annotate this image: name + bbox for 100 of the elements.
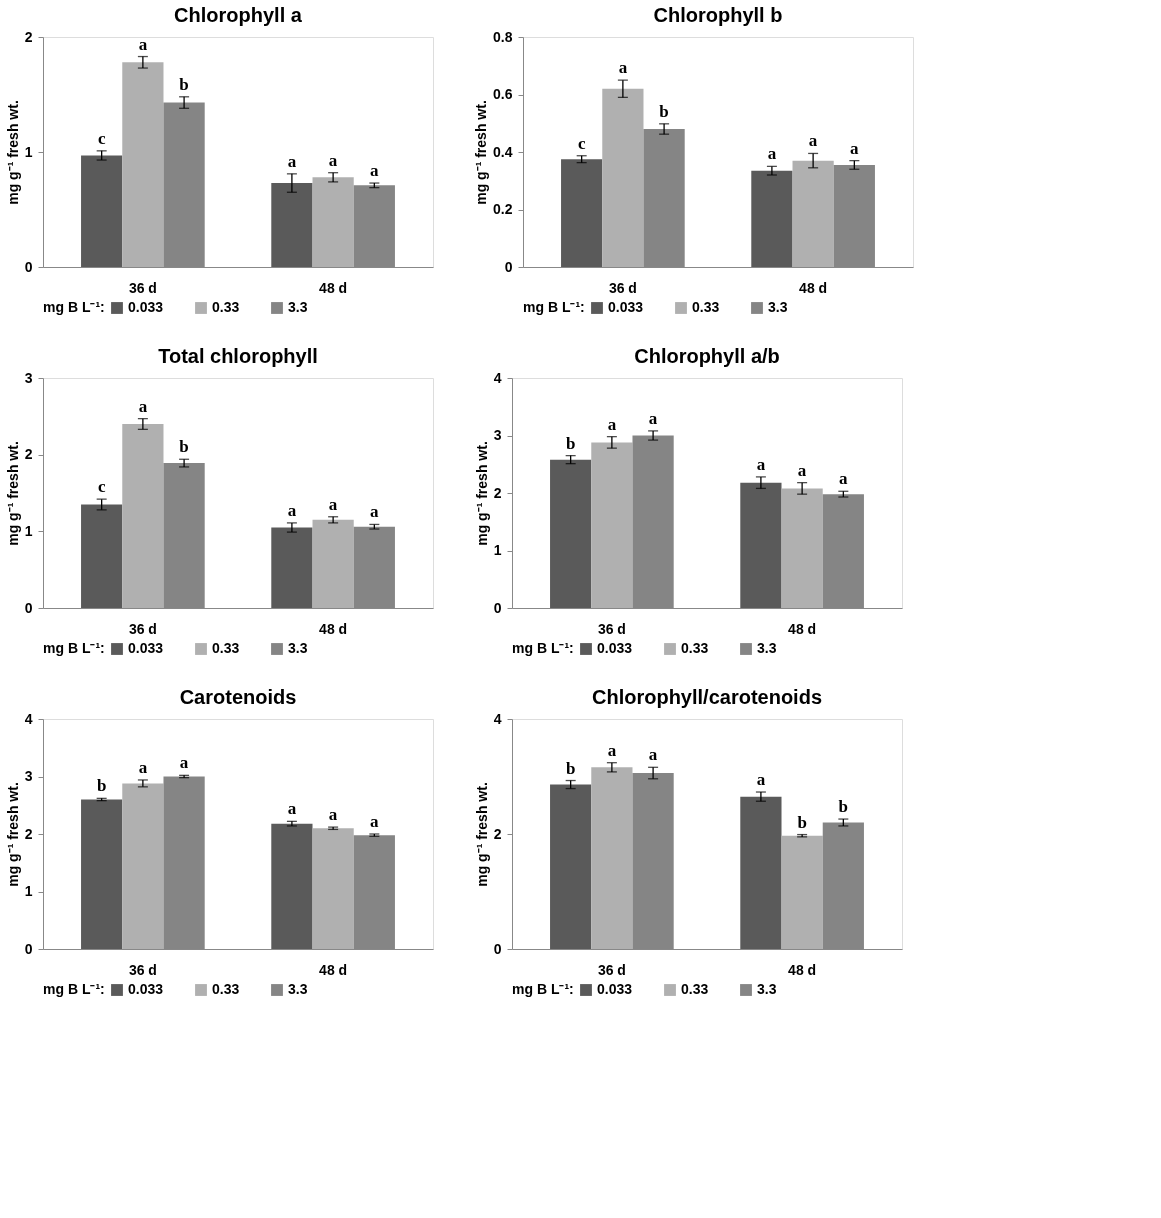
data-label: b bbox=[179, 437, 189, 457]
legend-label: 0.033 bbox=[128, 299, 164, 315]
bar bbox=[550, 784, 592, 949]
y-tick-label: 2 bbox=[24, 446, 33, 463]
bar bbox=[271, 823, 313, 949]
data-label: b bbox=[797, 812, 807, 832]
bar bbox=[792, 160, 834, 267]
y-tick-label: 2 bbox=[493, 484, 502, 501]
y-axis-title: mg g⁻¹ fresh wt. bbox=[473, 782, 490, 887]
chart-title: Chlorophyll/carotenoids bbox=[591, 686, 823, 708]
y-tick-label: 0 bbox=[504, 258, 513, 275]
y-tick-label: 0 bbox=[24, 258, 33, 275]
legend-title: mg B L⁻¹: bbox=[523, 299, 585, 315]
x-tick-label: 48 d bbox=[319, 620, 348, 637]
x-tick-label: 36 d bbox=[597, 961, 626, 978]
y-axis-title: mg g⁻¹ fresh wt. bbox=[473, 100, 490, 205]
bar bbox=[591, 767, 633, 949]
bar bbox=[550, 459, 592, 608]
x-tick-label: 36 d bbox=[597, 620, 626, 637]
legend-label: 0.033 bbox=[128, 640, 164, 656]
chart-title: Total chlorophyll bbox=[158, 345, 318, 367]
legend-label: 3.3 bbox=[288, 640, 308, 656]
data-label: a bbox=[287, 799, 297, 819]
y-tick-label: 3 bbox=[24, 768, 33, 784]
data-label: a bbox=[839, 469, 849, 489]
data-label: a bbox=[138, 757, 148, 777]
legend-label: 0.033 bbox=[597, 640, 633, 656]
data-label: c bbox=[97, 128, 106, 148]
data-label: c bbox=[577, 133, 586, 153]
y-tick-label: 4 bbox=[24, 710, 33, 727]
data-label: a bbox=[607, 740, 617, 760]
data-label: a bbox=[328, 494, 338, 514]
y-tick-label: 2 bbox=[24, 28, 33, 45]
bar bbox=[312, 828, 354, 949]
data-label: b bbox=[659, 101, 669, 121]
bar bbox=[122, 62, 164, 267]
data-label: a bbox=[756, 454, 766, 474]
data-label: a bbox=[328, 805, 338, 825]
legend-label: 3.3 bbox=[288, 299, 308, 315]
x-tick-label: 48 d bbox=[788, 961, 817, 978]
y-tick-label: 0.2 bbox=[493, 201, 513, 217]
data-label: a bbox=[328, 150, 338, 170]
legend-title: mg B L⁻¹: bbox=[512, 981, 574, 997]
data-label: a bbox=[287, 500, 297, 520]
bar bbox=[81, 155, 123, 267]
legend-label: 0.33 bbox=[692, 299, 720, 315]
legend-label: 0.033 bbox=[608, 299, 644, 315]
legend-label: 0.033 bbox=[597, 981, 633, 997]
legend-title: mg B L⁻¹: bbox=[43, 981, 105, 997]
bar bbox=[271, 527, 313, 608]
bar bbox=[312, 177, 354, 267]
y-tick-label: 0.6 bbox=[493, 86, 513, 102]
chart-title: Chlorophyll a bbox=[174, 4, 303, 26]
legend-label: 3.3 bbox=[757, 640, 777, 656]
data-label: b bbox=[96, 776, 107, 796]
data-label: a bbox=[850, 138, 860, 158]
x-tick-label: 36 d bbox=[128, 961, 157, 978]
y-tick-label: 1 bbox=[493, 542, 502, 558]
y-tick-label: 2 bbox=[493, 825, 502, 842]
legend-label: 0.33 bbox=[212, 981, 240, 997]
legend-title: mg B L⁻¹: bbox=[43, 299, 105, 315]
legend-label: 3.3 bbox=[757, 981, 777, 997]
data-label: a bbox=[370, 812, 380, 831]
bar bbox=[122, 783, 164, 949]
bar bbox=[751, 170, 793, 267]
data-label: b bbox=[565, 433, 576, 453]
x-tick-label: 48 d bbox=[788, 620, 817, 637]
data-label: a bbox=[767, 144, 777, 164]
data-label: a bbox=[648, 408, 658, 428]
x-tick-label: 48 d bbox=[319, 279, 348, 296]
data-label: b bbox=[838, 797, 849, 817]
y-tick-label: 2 bbox=[24, 825, 33, 842]
x-tick-label: 48 d bbox=[799, 279, 828, 296]
bar bbox=[740, 482, 782, 608]
chart-title: Chlorophyll a/b bbox=[634, 345, 780, 367]
bar bbox=[122, 424, 164, 608]
data-label: a bbox=[138, 34, 148, 54]
legend-label: 0.33 bbox=[681, 981, 709, 997]
y-tick-label: 0 bbox=[24, 599, 33, 616]
legend-label: 3.3 bbox=[288, 981, 308, 997]
x-tick-label: 36 d bbox=[128, 620, 157, 637]
data-label: b bbox=[179, 74, 189, 94]
y-tick-label: 0.4 bbox=[493, 143, 513, 160]
y-tick-label: 0.8 bbox=[493, 28, 513, 45]
bar bbox=[81, 799, 123, 949]
x-tick-label: 48 d bbox=[319, 961, 348, 978]
data-label: a bbox=[618, 58, 628, 78]
y-tick-label: 0 bbox=[493, 940, 502, 957]
data-label: a bbox=[808, 131, 818, 151]
y-tick-label: 1 bbox=[24, 143, 33, 160]
bar bbox=[561, 159, 603, 267]
bar bbox=[312, 519, 354, 608]
y-axis-title: mg g⁻¹ fresh wt. bbox=[4, 782, 21, 887]
bar bbox=[591, 442, 633, 608]
legend-title: mg B L⁻¹: bbox=[43, 640, 105, 656]
y-tick-label: 0 bbox=[493, 599, 502, 616]
bar bbox=[740, 796, 782, 949]
legend-title: mg B L⁻¹: bbox=[512, 640, 574, 656]
data-label: a bbox=[756, 770, 766, 790]
y-axis-title: mg g⁻¹ fresh wt. bbox=[4, 441, 21, 546]
